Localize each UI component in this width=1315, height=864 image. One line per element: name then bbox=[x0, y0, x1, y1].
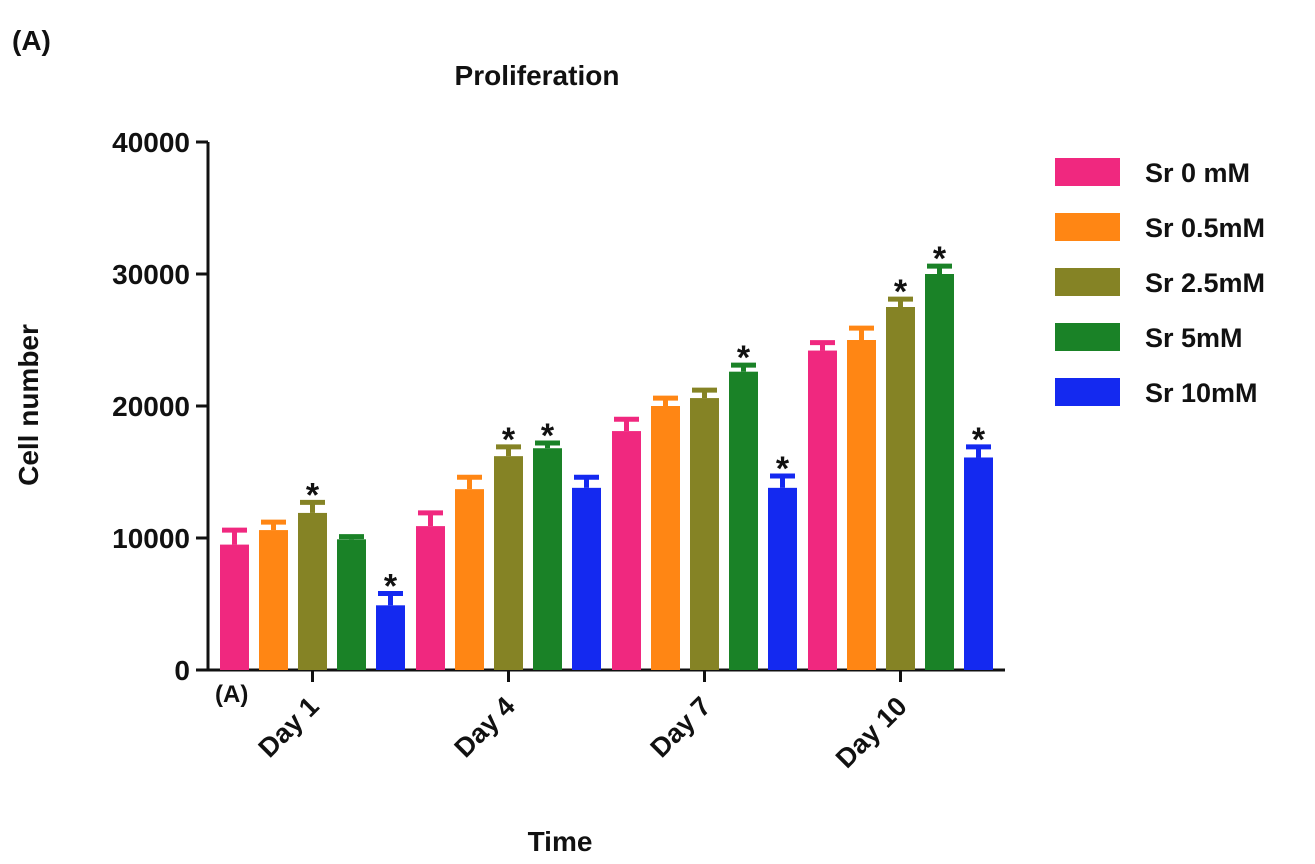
bar bbox=[533, 448, 562, 670]
legend-label: Sr 5mM bbox=[1145, 323, 1243, 353]
significance-marker: * bbox=[306, 476, 320, 514]
significance-marker: * bbox=[737, 339, 751, 377]
legend-swatch bbox=[1055, 378, 1120, 406]
y-tick-label: 40000 bbox=[112, 127, 190, 158]
bar bbox=[220, 544, 249, 670]
x-tick-label: Day 7 bbox=[645, 691, 717, 763]
y-tick-label: 20000 bbox=[112, 391, 190, 422]
bar bbox=[808, 350, 837, 670]
legend-swatch bbox=[1055, 213, 1120, 241]
legend-swatch bbox=[1055, 323, 1120, 351]
bar bbox=[455, 489, 484, 670]
x-tick-label: Day 10 bbox=[830, 691, 913, 774]
inner-panel-label: (A) bbox=[215, 681, 248, 708]
bar bbox=[729, 371, 758, 670]
significance-marker: * bbox=[776, 450, 790, 488]
legend-swatch bbox=[1055, 158, 1120, 186]
legend-label: Sr 10mM bbox=[1145, 378, 1258, 408]
legend-label: Sr 0 mM bbox=[1145, 158, 1250, 188]
x-axis-label: Time bbox=[528, 826, 593, 857]
y-axis-label: Cell number bbox=[13, 324, 44, 486]
significance-marker: * bbox=[384, 567, 398, 605]
x-tick-label: Day 4 bbox=[449, 691, 521, 763]
x-tick-label: Day 1 bbox=[253, 691, 325, 763]
y-tick-label: 30000 bbox=[112, 259, 190, 290]
y-tick-label: 10000 bbox=[112, 523, 190, 554]
legend: Sr 0 mM Sr 0.5mM Sr 2.5mM Sr 5mM Sr 10mM bbox=[1055, 158, 1265, 408]
bars: * * * * * * * * * bbox=[220, 240, 993, 670]
chart-title: Proliferation bbox=[455, 60, 620, 91]
legend-label: Sr 0.5mM bbox=[1145, 213, 1265, 243]
significance-marker: * bbox=[502, 421, 516, 459]
significance-marker: * bbox=[894, 273, 908, 311]
significance-marker: * bbox=[541, 417, 555, 455]
bar bbox=[651, 406, 680, 670]
bar bbox=[259, 530, 288, 670]
bar bbox=[298, 512, 327, 670]
significance-marker: * bbox=[972, 421, 986, 459]
bar bbox=[337, 539, 366, 670]
bar bbox=[847, 340, 876, 670]
legend-swatch bbox=[1055, 268, 1120, 296]
bar bbox=[768, 487, 797, 670]
panel-label: (A) bbox=[12, 25, 51, 56]
bar bbox=[612, 431, 641, 670]
bar bbox=[416, 526, 445, 670]
y-tick-label: 0 bbox=[174, 655, 190, 686]
bar bbox=[886, 307, 915, 670]
bar bbox=[925, 274, 954, 670]
bar bbox=[494, 456, 523, 670]
bar bbox=[690, 398, 719, 670]
bar bbox=[964, 457, 993, 670]
bar bbox=[572, 487, 601, 670]
bar bbox=[376, 605, 405, 670]
legend-label: Sr 2.5mM bbox=[1145, 268, 1265, 298]
significance-marker: * bbox=[933, 240, 947, 278]
